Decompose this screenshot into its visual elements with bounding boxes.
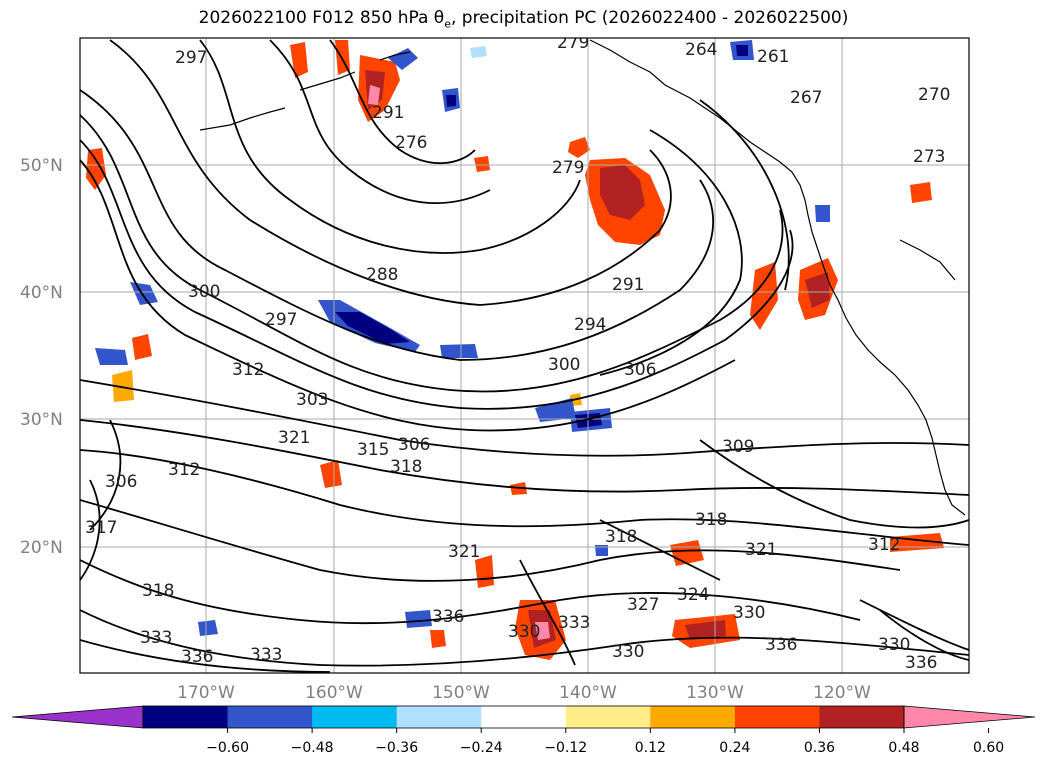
- contour-label: 264: [685, 40, 717, 60]
- contour-label: 312: [232, 360, 264, 380]
- contour-label: 291: [372, 103, 404, 123]
- contour-label: 317: [85, 518, 117, 538]
- colorbar-swatch: [734, 706, 820, 728]
- colorbar-tick-label: 0.48: [888, 740, 919, 756]
- lon-axis: 170°W 160°W 150°W 140°W 130°W 120°W: [177, 683, 871, 703]
- colorbar-tick-label: −0.24: [460, 740, 503, 756]
- colorbar-tick-label: 0.60: [973, 740, 1004, 756]
- contour-label: 267: [790, 88, 822, 108]
- contour-label: 318: [142, 581, 174, 601]
- contour-label: 291: [612, 275, 644, 295]
- lat-label: 20°N: [20, 538, 63, 558]
- contour-label: 318: [605, 527, 637, 547]
- map-plot-area: 297 279 264 261 270 291 267 276 273 279 …: [80, 33, 969, 673]
- colorbar-extend-max: [904, 706, 1035, 728]
- contour-label: 297: [265, 310, 297, 330]
- contour-label: 330: [878, 635, 910, 655]
- contour-label: 321: [448, 542, 480, 562]
- colorbar-swatch: [143, 706, 229, 728]
- colorbar-swatch: [312, 706, 398, 728]
- graticule: [80, 38, 969, 673]
- contour-label: 270: [918, 85, 950, 105]
- colorbar-tick-label: 0.12: [635, 740, 666, 756]
- theta-e-contours: [80, 39, 969, 673]
- contour-label: 318: [390, 457, 422, 477]
- map-title: 2026022100 F012 850 hPa θe, precipitatio…: [198, 8, 849, 31]
- lat-axis: 50°N 40°N 30°N 20°N: [20, 156, 63, 558]
- contour-label: 327: [627, 595, 659, 615]
- contour-label: 324: [677, 585, 709, 605]
- contour-label: 279: [557, 33, 589, 53]
- lon-label: 130°W: [686, 683, 744, 703]
- contour-label: 336: [432, 607, 464, 627]
- contour-label: 330: [612, 642, 644, 662]
- contour-label: 309: [722, 437, 754, 457]
- contour-label: 306: [398, 435, 430, 455]
- contour-label: 276: [395, 133, 427, 153]
- contour-label: 273: [913, 147, 945, 167]
- contour-label: 312: [168, 460, 200, 480]
- contour-label: 330: [733, 603, 765, 623]
- colorbar-swatch: [819, 706, 905, 728]
- contour-label: 330: [508, 622, 540, 642]
- lon-label: 160°W: [305, 683, 363, 703]
- colorbar-tick-label: −0.60: [206, 740, 249, 756]
- lon-label: 140°W: [559, 683, 617, 703]
- lon-label: 120°W: [813, 683, 871, 703]
- contour-label: 279: [552, 158, 584, 178]
- contour-label: 321: [745, 540, 777, 560]
- contour-label: 336: [905, 653, 937, 673]
- contour-label: 306: [624, 360, 656, 380]
- contour-label: 318: [695, 510, 727, 530]
- contour-label: 336: [181, 647, 213, 667]
- colorbar-swatch: [396, 706, 482, 728]
- contour-label: 333: [250, 645, 282, 665]
- contour-label: 312: [868, 535, 900, 555]
- contour-label: 333: [140, 628, 172, 648]
- lat-label: 30°N: [20, 410, 63, 430]
- contour-label: 315: [357, 440, 389, 460]
- colorbar-tick-label: −0.36: [375, 740, 418, 756]
- lon-label: 170°W: [177, 683, 235, 703]
- contour-label: 300: [548, 355, 580, 375]
- precip-shading: [86, 40, 944, 660]
- contour-label: 300: [188, 282, 220, 302]
- contour-label: 336: [765, 635, 797, 655]
- colorbar-tick-label: 0.36: [804, 740, 835, 756]
- colorbar-tick-label: −0.12: [544, 740, 587, 756]
- contour-label: 297: [175, 48, 207, 68]
- colorbar-tick-label: 0.24: [719, 740, 750, 756]
- plot-frame: [79, 37, 970, 674]
- contour-labels: 297 279 264 261 270 291 267 276 273 279 …: [85, 33, 950, 673]
- lat-label: 40°N: [20, 283, 63, 303]
- contour-label: 294: [574, 315, 606, 335]
- colorbar: −0.60 −0.48 −0.36 −0.24 −0.12 0.12 0.24 0.36 0.4…: [11, 705, 1036, 756]
- lat-label: 50°N: [20, 156, 63, 176]
- coastline: [199, 39, 966, 516]
- contour-label: 261: [757, 47, 789, 67]
- colorbar-swatch: [227, 706, 313, 728]
- contour-label: 306: [105, 472, 137, 492]
- colorbar-extend-min: [12, 706, 143, 728]
- colorbar-swatch: [481, 706, 567, 728]
- lon-label: 150°W: [432, 683, 490, 703]
- contour-label: 303: [296, 390, 328, 410]
- contour-label: 333: [558, 613, 590, 633]
- colorbar-swatch: [650, 706, 736, 728]
- colorbar-swatch: [565, 706, 651, 728]
- colorbar-tick-label: −0.48: [291, 740, 334, 756]
- contour-label: 321: [278, 428, 310, 448]
- contour-label: 288: [366, 265, 398, 285]
